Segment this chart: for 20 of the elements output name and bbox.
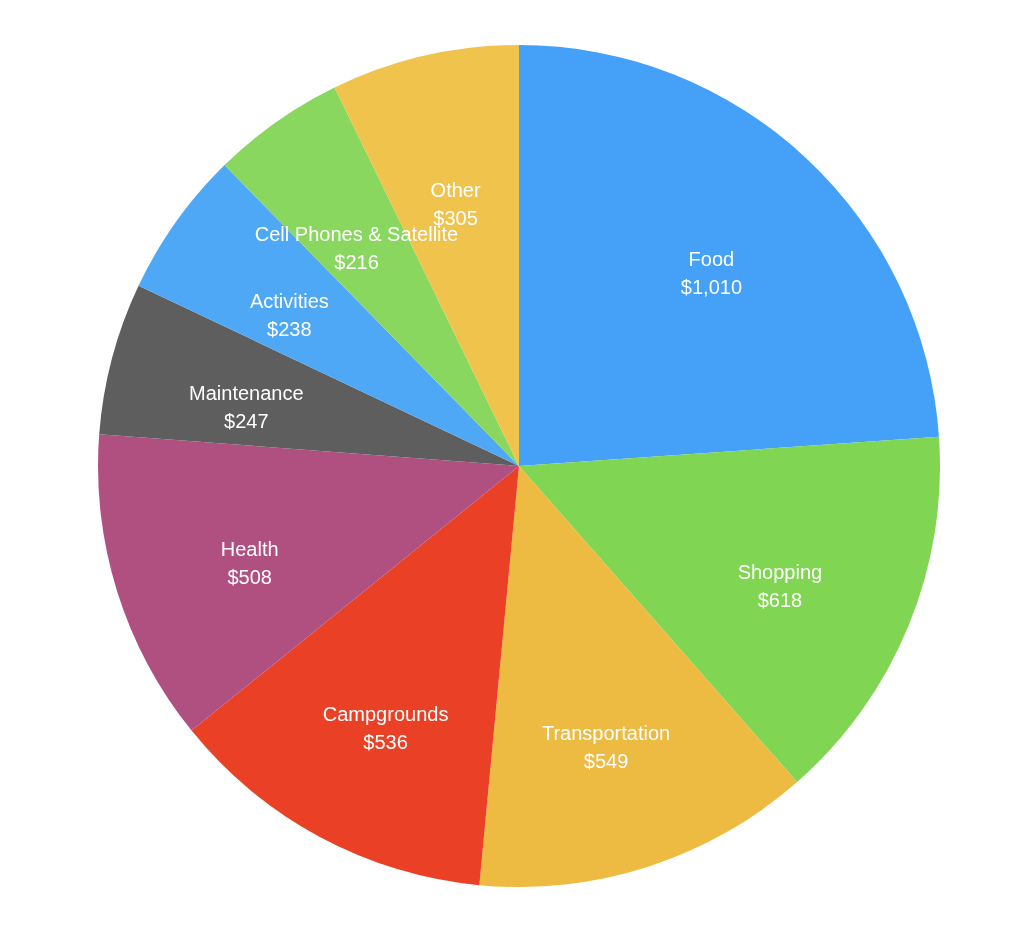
slice-label: Transportation	[541, 722, 671, 745]
slice-label: Campgrounds	[322, 702, 449, 725]
pie-slice	[98, 434, 519, 731]
data-label: $618	[757, 589, 803, 612]
pie-slice	[519, 436, 940, 783]
data-label: $247	[224, 409, 269, 432]
slice-label: Health	[220, 537, 279, 560]
slice-label: Shopping	[737, 561, 823, 584]
slice-label: Food	[688, 247, 735, 270]
data-label: $536	[363, 730, 408, 753]
data-label: $238	[267, 318, 312, 341]
data-label: $216	[334, 251, 379, 274]
slice-label: Maintenance	[189, 381, 304, 404]
pie-slice	[191, 466, 519, 886]
slice-label: Other	[430, 179, 481, 202]
data-label: $549	[583, 750, 629, 773]
pie-slice	[99, 285, 519, 466]
data-label: $508	[227, 565, 272, 588]
slice-label: Activities	[249, 290, 329, 313]
data-label: $1,010	[680, 275, 742, 298]
